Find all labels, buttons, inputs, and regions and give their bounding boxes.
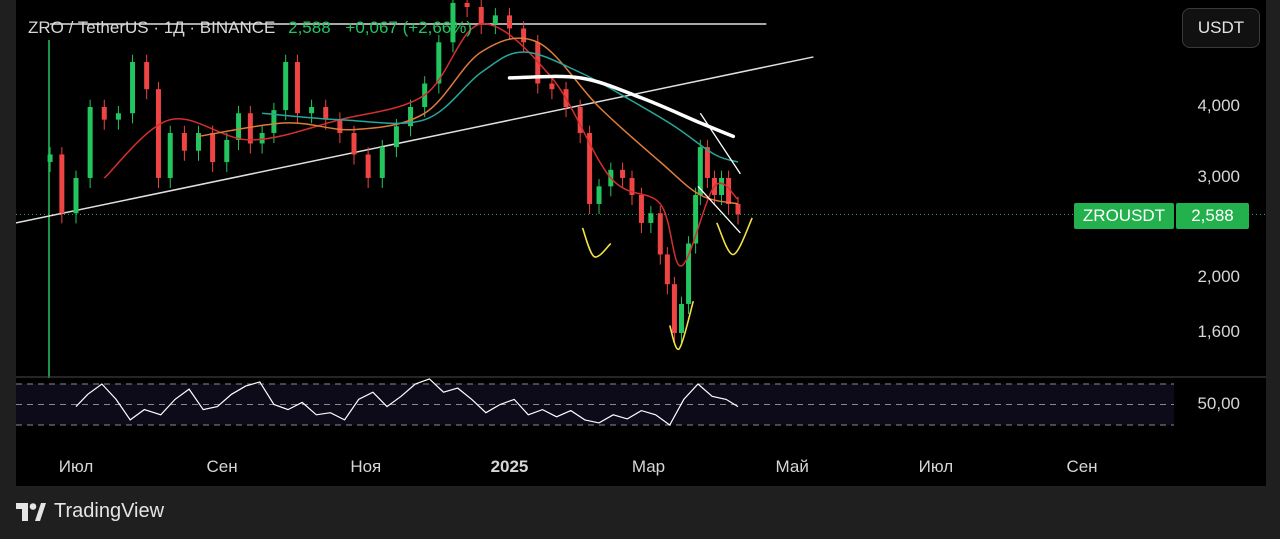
candle-body: [664, 254, 670, 285]
candle-body: [236, 113, 242, 140]
candle-body: [671, 284, 677, 333]
candle-body: [101, 107, 107, 120]
ascending-trendline: [16, 56, 814, 224]
candle-body: [638, 194, 644, 223]
candle-body: [620, 169, 626, 178]
candle-body: [697, 147, 703, 195]
candle-body: [686, 243, 692, 304]
time-axis-label: Ноя: [350, 457, 382, 476]
candle-body: [704, 147, 710, 178]
candle-body: [115, 113, 121, 120]
yellow-bottom-arc-3: [716, 217, 753, 256]
moving-average-1: [103, 23, 739, 267]
candle-body: [73, 177, 79, 214]
price-axis-label: 2,000: [1197, 266, 1240, 286]
candle-body: [247, 113, 253, 144]
candle-body: [726, 177, 732, 204]
time-axis-label: 2025: [490, 457, 529, 476]
chart-panel[interactable]: [16, 0, 1266, 486]
candle-body: [167, 132, 173, 178]
price-axis-label: 3,000: [1197, 166, 1240, 186]
candle-body: [506, 15, 512, 29]
candle-body: [337, 119, 343, 133]
falling-channel-line-1: [699, 112, 741, 175]
yellow-bottom-arc-1: [581, 227, 612, 258]
candle-body: [271, 110, 277, 133]
moving-average-3: [262, 51, 739, 163]
rsi-axis-label: 50,00: [1197, 393, 1240, 413]
candle-body: [87, 107, 93, 178]
candle-body: [351, 132, 357, 155]
candle-body: [294, 62, 300, 114]
time-axis-label: Май: [775, 457, 809, 476]
price-change: +0,067 (+2,66%): [345, 18, 473, 37]
time-axis-label: Мар: [631, 457, 666, 476]
candle-body: [693, 194, 699, 244]
candle-body: [210, 132, 216, 163]
candle-body: [464, 2, 470, 7]
time-axis-label: Сен: [1066, 457, 1098, 476]
candle-body: [535, 42, 541, 84]
price-chart-canvas[interactable]: [16, 0, 1266, 486]
candle-body: [735, 203, 741, 215]
time-axis-label: Сен: [206, 457, 238, 476]
candle-body: [678, 303, 684, 333]
yellow-bottom-arc-2: [668, 300, 695, 350]
candle-body: [393, 126, 399, 148]
candle-body: [130, 62, 136, 114]
time-axis-label: Июл: [918, 457, 954, 476]
candle-body: [596, 186, 602, 204]
candle-body: [492, 15, 498, 25]
candle-body: [47, 154, 53, 162]
white-resistance-arc: [507, 74, 736, 139]
candle-body: [450, 2, 456, 43]
candle-body: [549, 83, 555, 90]
chart-header: ZRO / TetherUS · 1Д · BINANCE 2,588 +0,0…: [28, 18, 472, 38]
candle-body: [577, 107, 583, 133]
candle-body: [196, 132, 202, 151]
candle-body: [629, 177, 635, 195]
tradingview-logo-icon: [16, 502, 46, 521]
candle-body: [657, 213, 663, 255]
candle-body: [408, 107, 414, 127]
candle-body: [155, 89, 161, 178]
brand-name: TradingView: [54, 500, 165, 522]
time-axis-label: Июл: [58, 457, 94, 476]
candle-body: [719, 177, 725, 195]
candle-body: [365, 154, 371, 178]
candle-body: [521, 28, 527, 43]
symbol-line[interactable]: ZRO / TetherUS · 1Д · BINANCE: [28, 18, 276, 37]
tradingview-brand[interactable]: TradingView: [16, 500, 164, 523]
candle-body: [181, 132, 187, 151]
currency-button[interactable]: USDT: [1182, 8, 1260, 48]
price-axis-label: 4,000: [1197, 96, 1240, 115]
candle-body: [59, 154, 65, 214]
candle-body: [259, 132, 265, 144]
candle-body: [478, 6, 484, 25]
candle-body: [648, 213, 654, 223]
moving-average-2: [198, 37, 739, 205]
candle-body: [144, 62, 150, 90]
price-tag-value: 2,588: [1176, 203, 1249, 229]
candle-body: [323, 107, 329, 120]
rsi-line: [75, 378, 739, 426]
candle-body: [436, 42, 442, 84]
candle-body: [283, 62, 289, 111]
last-price: 2,588: [288, 18, 331, 37]
falling-channel-line-2: [697, 185, 741, 234]
price-axis-label: 1,600: [1197, 322, 1240, 341]
price-tag-symbol: ZROUSDT: [1074, 203, 1174, 229]
candle-body: [309, 107, 315, 114]
candle-body: [587, 132, 593, 204]
candle-body: [224, 139, 230, 163]
candle-body: [379, 147, 385, 178]
